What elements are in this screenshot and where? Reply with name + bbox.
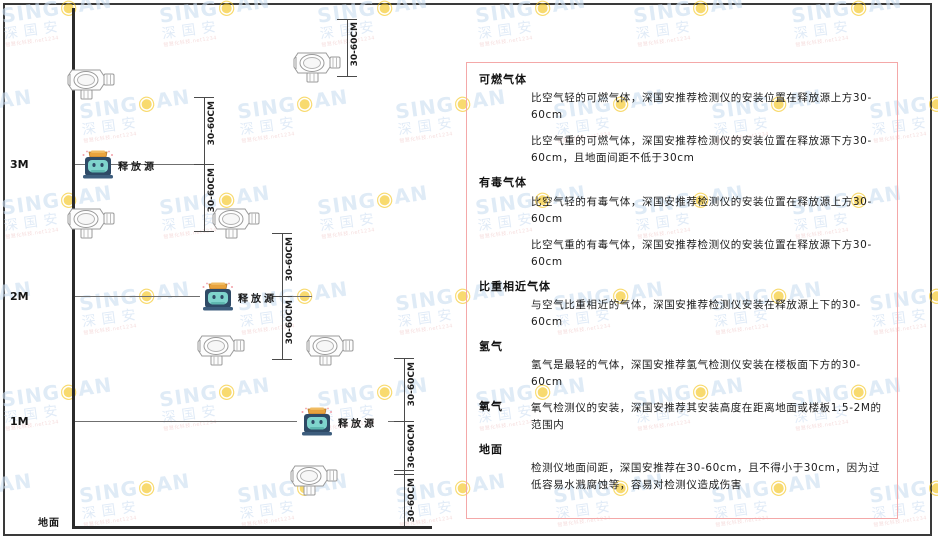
release-source-label: 释放源 <box>118 162 157 173</box>
gas-detector-icon <box>292 47 346 85</box>
release-source-label: 释放源 <box>238 294 277 305</box>
dim-tick-bottom-a <box>337 76 357 77</box>
release-source-icon <box>81 150 115 180</box>
panel-section-title: 地面 <box>479 443 503 457</box>
release-source-icon <box>300 407 334 437</box>
gas-detector-icon <box>289 460 343 498</box>
gas-detector-icon <box>305 330 359 368</box>
dim-label-c1: 30-60CM <box>285 237 295 282</box>
dim-line-c1 <box>282 233 283 296</box>
panel-section-title: 有毒气体 <box>479 176 527 190</box>
dim-line-a <box>347 19 348 76</box>
panel-section-title: 可燃气体 <box>479 73 527 86</box>
panel-section: 氢气氢气是最轻的气体，深国安推荐氢气检测仪安装在楼板面下方的30-60cm <box>479 340 885 391</box>
panel-section-body: 与空气比重相近的气体，深国安推荐检测仪安装在释放源上下的30-60cm <box>479 297 885 331</box>
ground-label: 地面 <box>38 518 60 529</box>
gas-detector-icon <box>66 64 120 102</box>
dim-label-b1: 30-60CM <box>207 101 217 146</box>
source-leader-2m <box>290 296 312 297</box>
panel-paragraph: 比空气重的可燃气体，深国安推荐检测仪的安装位置在释放源下方30-60cm，且地面… <box>531 135 872 165</box>
dim-line-b2 <box>204 164 205 231</box>
panel-section-body: 比空气轻的有毒气体，深国安推荐检测仪的安装位置在释放源上方30-60cm 比空气重… <box>479 194 885 271</box>
panel-section-body: 氢气是最轻的气体，深国安推荐氢气检测仪安装在楼板面下方的30-60cm <box>479 357 885 391</box>
panel-section: 地面检测仪地面间距，深国安推荐在30-60cm，且不得小于30cm，因为过低容易… <box>479 443 885 494</box>
gas-detector-icon <box>211 203 265 241</box>
dim-tick-bottom-b2 <box>194 231 214 232</box>
panel-paragraph: 氢气是最轻的气体，深国安推荐氢气检测仪安装在楼板面下方的30-60cm <box>531 359 861 389</box>
level-line-2m <box>75 296 200 297</box>
dim-line-d2 <box>404 421 405 474</box>
panel-section-body: 检测仪地面间距，深国安推荐在30-60cm，且不得小于30cm，因为过低容易水溅… <box>479 460 885 494</box>
panel-section: 比重相近气体与空气比重相近的气体，深国安推荐检测仪安装在释放源上下的30-60c… <box>479 280 885 331</box>
dim-line-d3 <box>404 474 405 526</box>
level-label-3m: 3M <box>10 158 29 171</box>
panel-section: 氧气 氧气检测仪的安装，深国安推荐其安装高度在距离地面或楼板1.5-2M的范围内 <box>479 400 885 434</box>
dim-label-c2: 30-60CM <box>285 300 295 345</box>
dim-label-d3: 30-60CM <box>407 478 417 523</box>
dim-line-c2 <box>282 296 283 359</box>
dim-label-d2: 30-60CM <box>407 424 417 469</box>
level-label-1m: 1M <box>10 415 29 428</box>
panel-paragraph: 氧气检测仪的安装，深国安推荐其安装高度在距离地面或楼板1.5-2M的范围内 <box>531 402 882 432</box>
info-panel: 可燃气体 比空气轻的可燃气体，深国安推荐检测仪的安装位置在释放源上方30-60cm… <box>466 62 898 519</box>
dim-tick-mid-d2a <box>394 470 414 471</box>
dim-line-d1 <box>404 358 405 421</box>
source-leader-3m <box>172 164 200 165</box>
panel-section: 可燃气体 比空气轻的可燃气体，深国安推荐检测仪的安装位置在释放源上方30-60cm… <box>479 73 885 167</box>
panel-section-title: 氢气 <box>479 339 503 353</box>
panel-section-title: 氧气 <box>479 400 503 414</box>
panel-section-body: 氧气检测仪的安装，深国安推荐其安装高度在距离地面或楼板1.5-2M的范围内 <box>531 400 885 434</box>
vertical-axis <box>72 8 75 528</box>
gas-detector-icon <box>66 203 120 241</box>
panel-section: 有毒气体 比空气轻的有毒气体，深国安推荐检测仪的安装位置在释放源上方30-60cm… <box>479 176 885 270</box>
outer-frame <box>3 3 932 536</box>
panel-paragraph: 比空气重的有毒气体，深国安推荐检测仪的安装位置在释放源下方30-60cm <box>531 238 872 268</box>
dim-label-a: 30-60CM <box>350 22 360 67</box>
dim-label-d1: 30-60CM <box>407 362 417 407</box>
panel-paragraph: 检测仪地面间距，深国安推荐在30-60cm，且不得小于30cm，因为过低容易水溅… <box>531 462 880 492</box>
ground-axis <box>72 526 432 529</box>
panel-paragraph: 与空气比重相近的气体，深国安推荐检测仪安装在释放源上下的30-60cm <box>531 298 861 328</box>
panel-paragraph: 比空气轻的有毒气体，深国安推荐检测仪的安装位置在释放源上方30-60cm <box>531 195 872 225</box>
level-label-2m: 2M <box>10 290 29 303</box>
panel-paragraph: 比空气轻的可燃气体，深国安推荐检测仪的安装位置在释放源上方30-60cm <box>531 92 872 122</box>
panel-section-body: 比空气轻的可燃气体，深国安推荐检测仪的安装位置在释放源上方30-60cm 比空气重… <box>479 90 885 167</box>
level-line-1m <box>75 421 297 422</box>
gas-detector-icon <box>196 330 250 368</box>
release-source-icon <box>201 282 235 312</box>
dim-tick-bottom-c2 <box>272 359 292 360</box>
release-source-label: 释放源 <box>338 419 377 430</box>
level-line-3m <box>75 164 200 165</box>
dim-line-b1 <box>204 97 205 164</box>
panel-section-title: 比重相近气体 <box>479 279 551 293</box>
